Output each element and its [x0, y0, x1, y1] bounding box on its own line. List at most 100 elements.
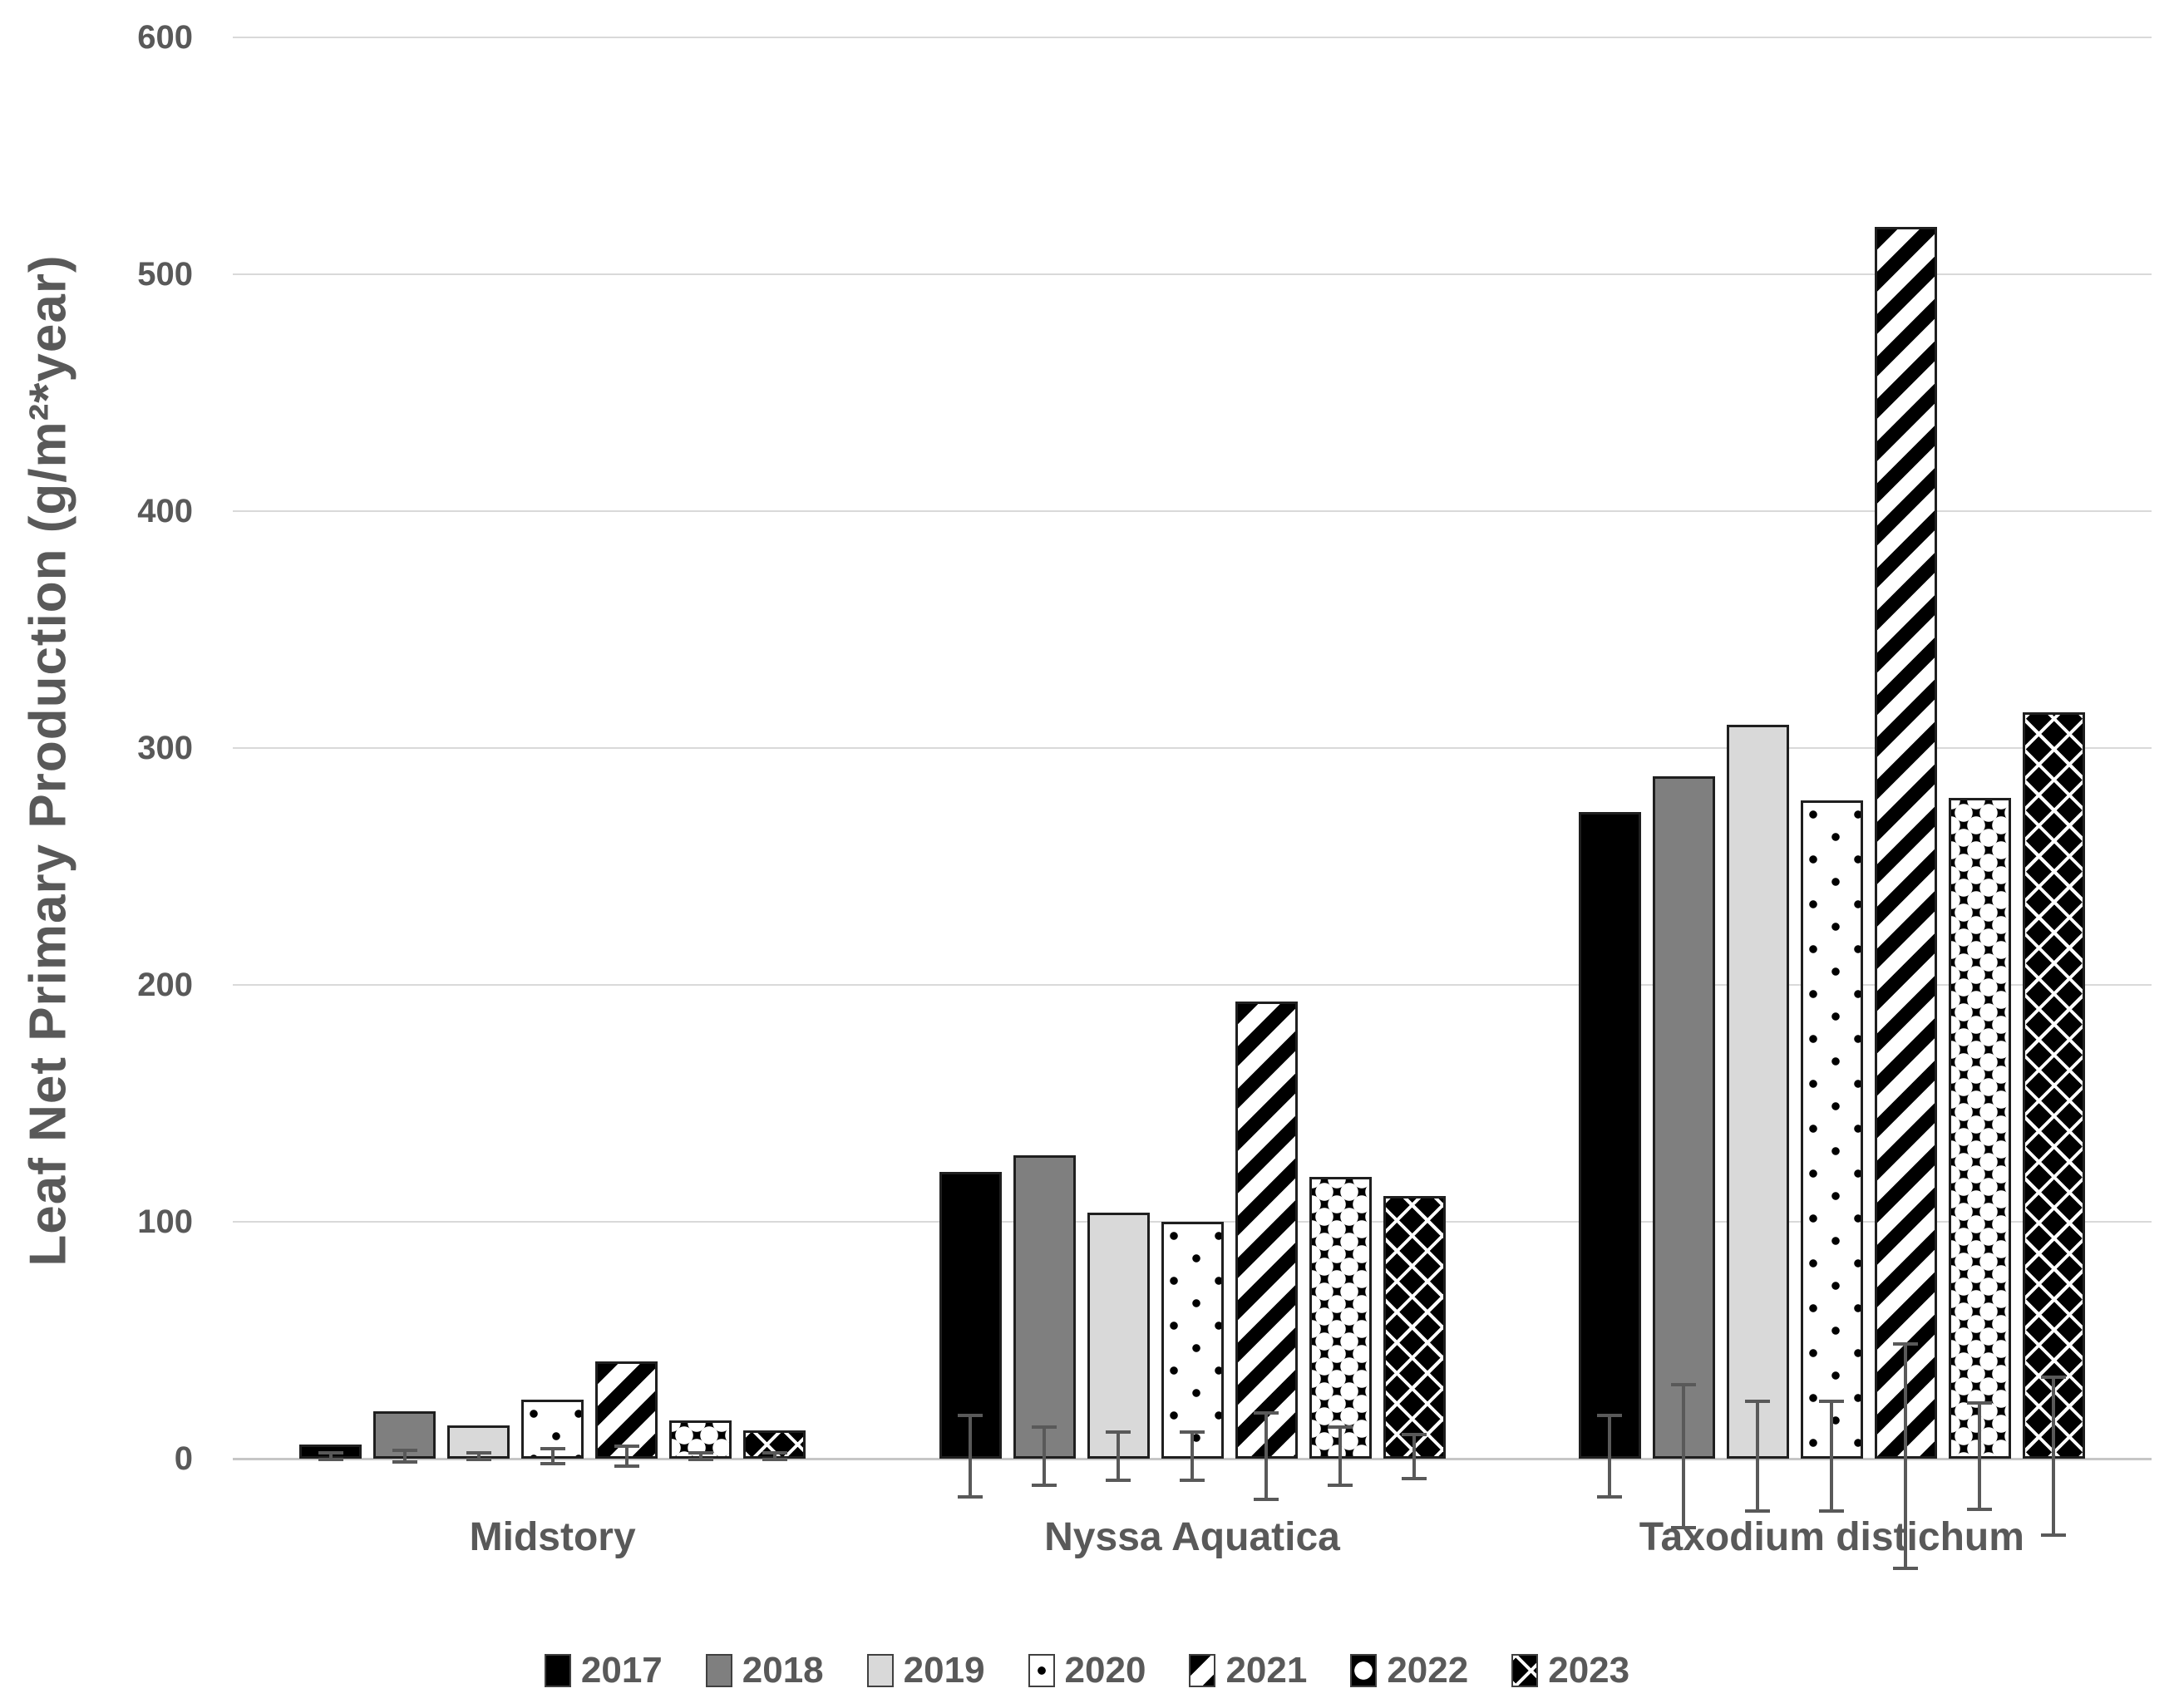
error-bar-2019-nyssa-aquatica	[1106, 1430, 1131, 1483]
gridline-400	[233, 510, 2152, 512]
bar-2022-midstory	[669, 1420, 732, 1461]
error-bar-cap-top	[1328, 1425, 1353, 1429]
error-bar-stem	[1043, 1425, 1046, 1488]
bar-group-taxodium-distichum	[1578, 37, 2085, 1570]
error-bar-stem	[476, 1451, 481, 1461]
error-bar-stem	[1117, 1430, 1120, 1483]
error-bar-stem	[1608, 1413, 1612, 1499]
error-bar-cap-bottom	[1967, 1507, 1993, 1511]
bar-2022-taxodium-distichum	[1948, 797, 2011, 1511]
error-bar-stem	[1264, 1410, 1268, 1502]
error-bar-2022-midstory	[688, 1451, 713, 1461]
error-bar-cap-bottom	[466, 1457, 491, 1461]
error-bar-cap-bottom	[1597, 1495, 1623, 1499]
legend-item-2021: 2021	[1189, 1650, 1307, 1691]
gridline-500	[233, 273, 2152, 275]
legend-label-2021: 2021	[1225, 1650, 1308, 1691]
legend-label-2019: 2019	[903, 1650, 985, 1691]
error-bar-2017-taxodium-distichum	[1597, 1413, 1623, 1499]
error-bar-2020-midstory	[540, 1446, 565, 1466]
y-tick-label-300: 300	[137, 730, 193, 766]
error-bar-cap-top	[1893, 1342, 1919, 1346]
error-bar-2021-midstory	[614, 1444, 639, 1469]
error-bar-cap-top	[1967, 1401, 1993, 1405]
legend-label-2020: 2020	[1064, 1650, 1146, 1691]
error-bar-cap-top	[1819, 1399, 1845, 1403]
error-bar-cap-bottom	[614, 1464, 639, 1469]
error-bar-cap-bottom	[1106, 1479, 1131, 1483]
error-bar-stem	[624, 1444, 629, 1469]
bar-2017-midstory	[299, 1444, 362, 1461]
error-bar-cap-bottom	[1671, 1526, 1697, 1530]
error-bar-cap-bottom	[2041, 1533, 2067, 1537]
error-bar-2021-nyssa-aquatica	[1254, 1410, 1279, 1502]
error-bar-2020-taxodium-distichum	[1819, 1399, 1845, 1514]
legend-item-2023: 2023	[1511, 1650, 1629, 1691]
error-bar-2018-midstory	[392, 1449, 417, 1464]
category-label-midstory: Midstory	[469, 1515, 636, 1559]
legend: 2017 2018 2019 2020 2021 2022 2023	[0, 1650, 2174, 1691]
error-bar-stem	[1412, 1432, 1416, 1480]
error-bar-cap-bottom	[1893, 1566, 1919, 1570]
error-bar-2023-taxodium-distichum	[2041, 1376, 2067, 1537]
error-bar-cap-top	[1597, 1413, 1623, 1417]
error-bar-cap-top	[392, 1449, 417, 1453]
bar-2020-nyssa-aquatica	[1161, 1222, 1224, 1483]
bar-2019-taxodium-distichum	[1726, 724, 1789, 1514]
bar-2023-taxodium-distichum	[2022, 712, 2085, 1537]
error-bar-stem	[1830, 1399, 1834, 1514]
error-bar-cap-bottom	[1402, 1476, 1427, 1480]
error-bar-stem	[969, 1413, 972, 1499]
legend-item-2017: 2017	[544, 1650, 663, 1691]
legend-item-2018: 2018	[705, 1650, 824, 1691]
error-bar-2022-taxodium-distichum	[1967, 1401, 1993, 1511]
bar-2018-nyssa-aquatica	[1013, 1155, 1076, 1488]
legend-item-2019: 2019	[866, 1650, 985, 1691]
error-bar-2023-nyssa-aquatica	[1402, 1432, 1427, 1480]
error-bar-2019-midstory	[466, 1451, 491, 1461]
category-label-nyssa-aquatica: Nyssa Aquatica	[1044, 1515, 1340, 1559]
error-bar-cap-bottom	[318, 1457, 343, 1461]
error-bar-2020-nyssa-aquatica	[1180, 1430, 1205, 1483]
bar-2018-taxodium-distichum	[1652, 776, 1715, 1530]
legend-swatch-2017-solid-black	[544, 1654, 571, 1687]
error-bar-2022-nyssa-aquatica	[1328, 1425, 1353, 1488]
bar-group-nyssa-aquatica	[939, 37, 1446, 1502]
y-tick-label-600: 600	[137, 19, 193, 56]
error-bar-cap-bottom	[1328, 1484, 1353, 1488]
y-tick-label-200: 200	[137, 967, 193, 1003]
legend-swatch-2020-black-dots-on-white	[1028, 1654, 1055, 1687]
error-bar-cap-top	[1106, 1430, 1131, 1434]
error-bar-cap-top	[614, 1444, 639, 1448]
bar-group-midstory	[299, 37, 806, 1469]
error-bar-stem	[1682, 1382, 1686, 1530]
error-bar-cap-bottom	[1745, 1509, 1771, 1514]
legend-item-2022: 2022	[1350, 1650, 1468, 1691]
gridline-300	[233, 747, 2152, 749]
error-bar-cap-bottom	[958, 1495, 983, 1499]
error-bar-stem	[1338, 1425, 1342, 1488]
bar-2019-midstory	[447, 1425, 510, 1461]
error-bar-cap-top	[1402, 1432, 1427, 1436]
bar-2021-taxodium-distichum	[1874, 227, 1937, 1570]
bar-2023-nyssa-aquatica	[1383, 1195, 1446, 1480]
y-tick-label-400: 400	[137, 493, 193, 529]
error-bar-stem	[1904, 1342, 1908, 1570]
error-bar-stem	[772, 1451, 776, 1461]
error-bar-2017-nyssa-aquatica	[958, 1413, 983, 1499]
legend-swatch-2021-black-diagonal-stripes	[1189, 1654, 1216, 1687]
y-tick-label-500: 500	[137, 256, 193, 293]
bar-2023-midstory	[743, 1430, 806, 1461]
error-bar-cap-top	[1745, 1399, 1771, 1403]
legend-swatch-2018-solid-dark-gray	[705, 1654, 732, 1687]
legend-swatch-2023-white-lattice-on-black	[1511, 1654, 1539, 1687]
error-bar-cap-top	[1180, 1430, 1205, 1434]
error-bar-cap-bottom	[762, 1457, 787, 1461]
error-bar-stem	[402, 1449, 407, 1464]
y-tick-label-0: 0	[174, 1440, 193, 1477]
error-bar-2018-taxodium-distichum	[1671, 1382, 1697, 1530]
category-label-taxodium-distichum: Taxodium distichum	[1639, 1515, 2024, 1559]
error-bar-cap-bottom	[392, 1459, 417, 1464]
legend-label-2017: 2017	[580, 1650, 663, 1691]
